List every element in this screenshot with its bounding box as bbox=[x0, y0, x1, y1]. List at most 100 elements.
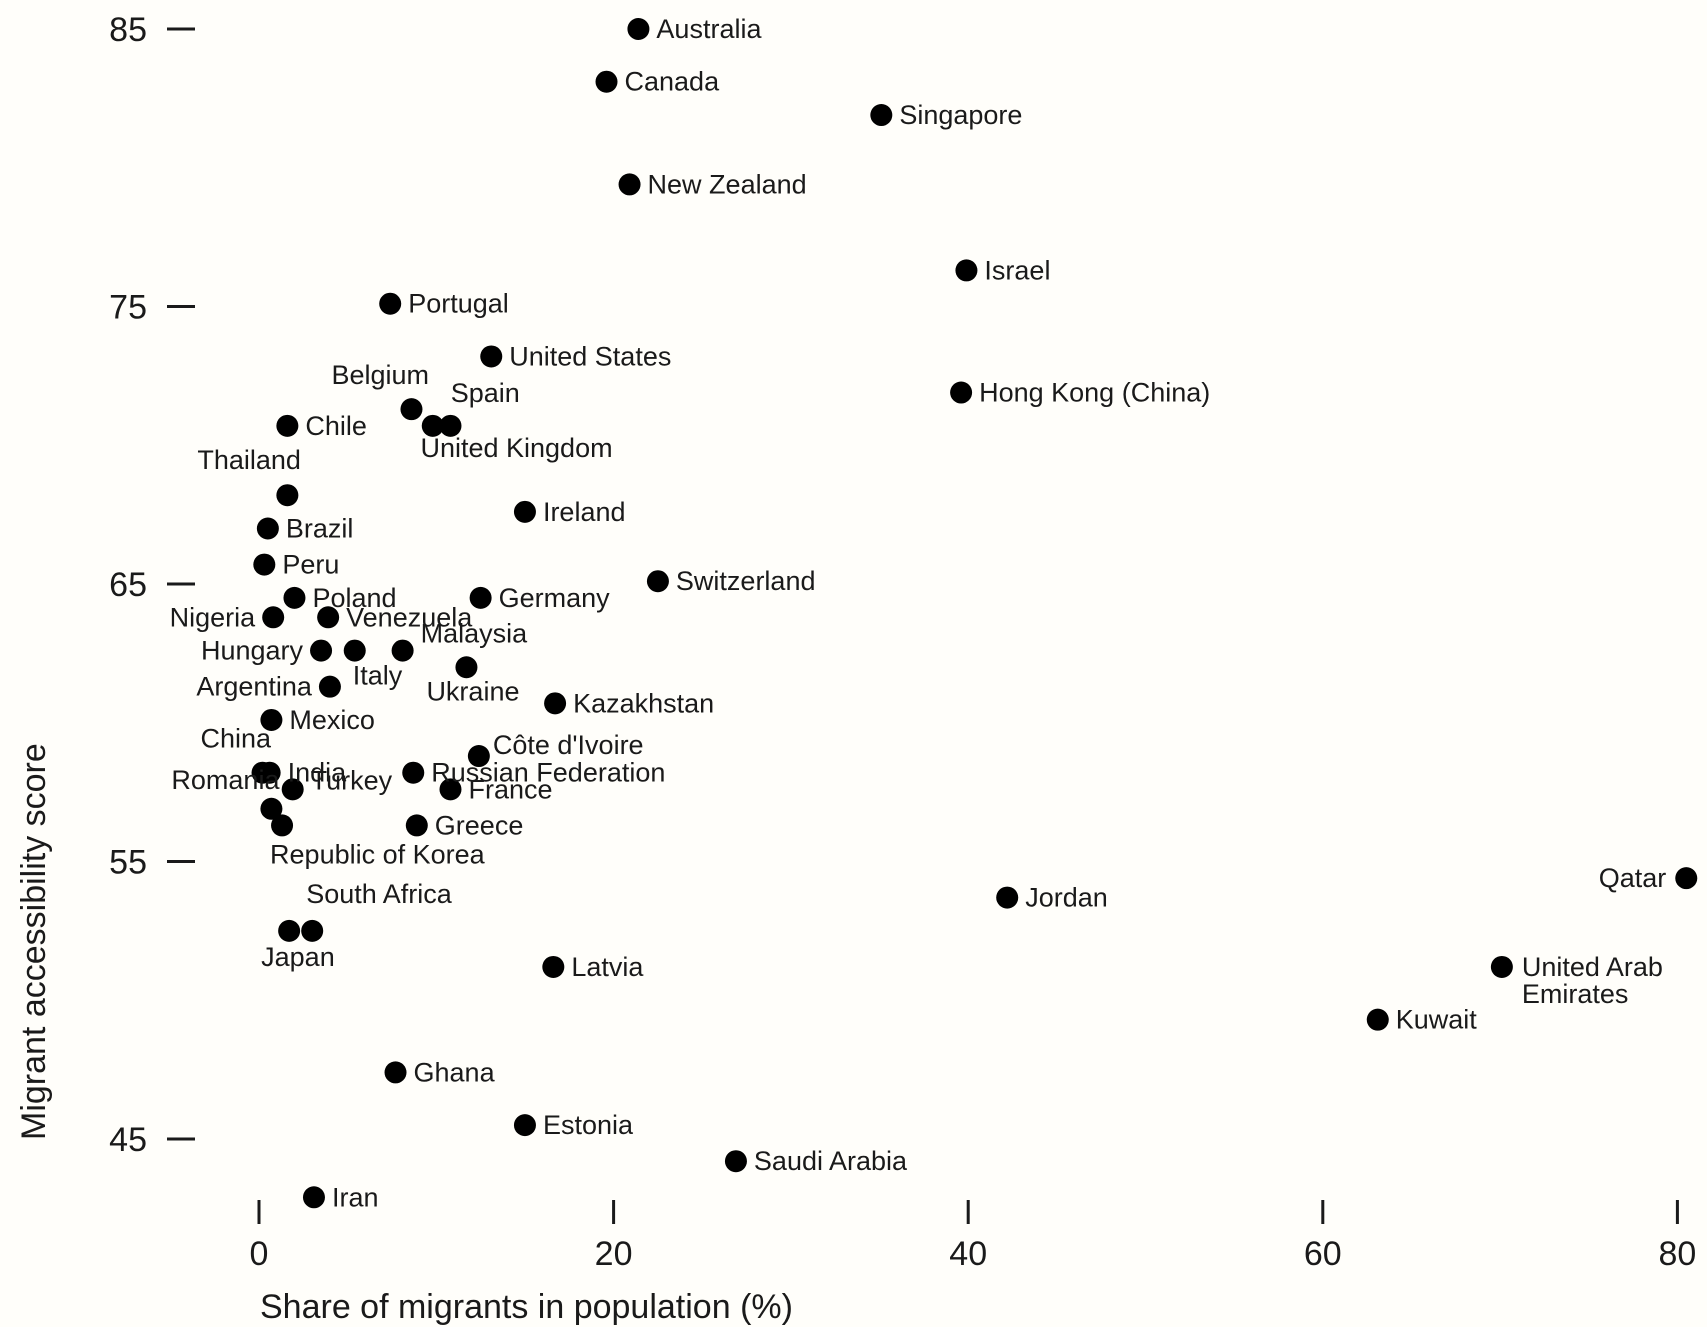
data-point bbox=[379, 292, 402, 315]
data-label: Mexico bbox=[289, 705, 375, 735]
data-label: Portugal bbox=[408, 289, 509, 319]
x-axis: 0 20 40 60 80 bbox=[250, 1200, 1696, 1273]
x-tick-label: 0 bbox=[250, 1235, 269, 1273]
y-tick-label: 65 bbox=[109, 566, 147, 604]
data-label: India bbox=[288, 758, 348, 788]
x-tick-label: 40 bbox=[949, 1235, 987, 1273]
data-point bbox=[1366, 1008, 1389, 1031]
data-point bbox=[260, 708, 283, 731]
data-label: United States bbox=[509, 341, 671, 371]
data-point bbox=[260, 797, 283, 820]
data-point bbox=[281, 778, 304, 801]
x-tick-label: 20 bbox=[595, 1235, 633, 1273]
data-point bbox=[439, 778, 462, 801]
data-point bbox=[421, 414, 444, 437]
data-label: Israel bbox=[984, 255, 1050, 285]
data-point bbox=[467, 745, 490, 768]
data-label: Venezuela bbox=[346, 602, 473, 632]
data-label: Kuwait bbox=[1396, 1005, 1478, 1035]
data-label: Estonia bbox=[543, 1110, 634, 1140]
data-label: Malaysia bbox=[421, 619, 529, 649]
data-point bbox=[283, 586, 306, 609]
data-label: South Africa bbox=[306, 879, 453, 909]
data-label: Italy bbox=[353, 661, 403, 691]
data-label: Nigeria bbox=[170, 602, 257, 632]
data-label: China bbox=[201, 724, 273, 754]
y-tick-label: 75 bbox=[109, 289, 147, 327]
data-point bbox=[724, 1150, 747, 1173]
data-label: Germany bbox=[499, 583, 611, 613]
data-label: Poland bbox=[312, 583, 396, 613]
data-point bbox=[542, 955, 565, 978]
data-point bbox=[480, 345, 503, 368]
data-point bbox=[469, 586, 492, 609]
data-point bbox=[400, 398, 423, 421]
data-label: Romania bbox=[171, 765, 280, 795]
data-label: France bbox=[468, 774, 552, 804]
data-labels: Australia Canada Singapore New Zealand Israe… bbox=[170, 14, 1667, 1212]
data-point bbox=[402, 761, 425, 784]
data-points bbox=[251, 18, 1698, 1209]
data-label: Saudi Arabia bbox=[754, 1146, 908, 1176]
data-label: Turkey bbox=[311, 765, 393, 795]
data-point bbox=[253, 553, 276, 576]
data-point bbox=[318, 675, 341, 698]
data-label: Kazakhstan bbox=[573, 688, 714, 718]
data-point bbox=[317, 606, 340, 629]
data-point bbox=[950, 381, 973, 404]
data-label: Thailand bbox=[197, 445, 301, 475]
data-point bbox=[646, 570, 669, 593]
data-label: Ghana bbox=[414, 1057, 496, 1087]
y-axis: 45 55 65 75 85 bbox=[109, 11, 195, 1159]
y-tick-label: 45 bbox=[109, 1121, 147, 1159]
x-tick-label: 80 bbox=[1658, 1235, 1696, 1273]
x-axis-title: Share of migrants in population (%) bbox=[260, 1288, 793, 1326]
data-label: Hungary bbox=[201, 636, 304, 666]
data-point bbox=[544, 692, 567, 715]
data-point bbox=[618, 173, 641, 196]
data-label: Hong Kong (China) bbox=[979, 378, 1210, 408]
data-point bbox=[391, 639, 414, 662]
data-label: New Zealand bbox=[648, 169, 807, 199]
data-label: Brazil bbox=[286, 514, 354, 544]
y-tick-label: 85 bbox=[109, 11, 147, 49]
data-label: Latvia bbox=[571, 952, 644, 982]
data-label: Singapore bbox=[899, 100, 1022, 130]
data-label: Ukraine bbox=[426, 676, 519, 706]
data-label: Ireland bbox=[543, 497, 626, 527]
data-point bbox=[258, 761, 281, 784]
data-point bbox=[513, 500, 536, 523]
data-point bbox=[384, 1061, 407, 1084]
data-label: Qatar bbox=[1599, 863, 1667, 893]
data-label: Canada bbox=[625, 67, 721, 97]
data-point bbox=[1675, 867, 1698, 890]
data-label: Belgium bbox=[331, 360, 429, 390]
data-point bbox=[301, 919, 324, 942]
data-point bbox=[513, 1114, 536, 1137]
data-point bbox=[278, 919, 301, 942]
y-axis-title: Migrant accessibility score bbox=[15, 743, 53, 1140]
data-point bbox=[256, 517, 279, 540]
y-tick-label: 55 bbox=[109, 844, 147, 882]
data-label: Australia bbox=[656, 14, 762, 44]
data-point bbox=[343, 639, 366, 662]
data-point bbox=[1490, 955, 1513, 978]
data-point bbox=[870, 104, 893, 127]
data-point bbox=[439, 414, 462, 437]
data-label: Switzerland bbox=[676, 566, 816, 596]
data-point bbox=[595, 70, 618, 93]
data-label: Argentina bbox=[196, 672, 313, 702]
data-label: United Arab Emirates bbox=[1522, 952, 1663, 1009]
data-label: Russian Federation bbox=[431, 758, 665, 788]
data-label: Iran bbox=[332, 1182, 379, 1212]
data-point bbox=[455, 656, 478, 679]
data-point bbox=[262, 606, 285, 629]
data-point bbox=[955, 259, 978, 282]
data-label: United Kingdom bbox=[420, 433, 612, 463]
data-label: Republic of Korea bbox=[270, 839, 486, 869]
data-label: Côte d'Ivoire bbox=[493, 730, 644, 760]
data-point bbox=[271, 814, 294, 837]
data-label: Spain bbox=[451, 378, 520, 408]
data-label: Japan bbox=[261, 942, 335, 972]
